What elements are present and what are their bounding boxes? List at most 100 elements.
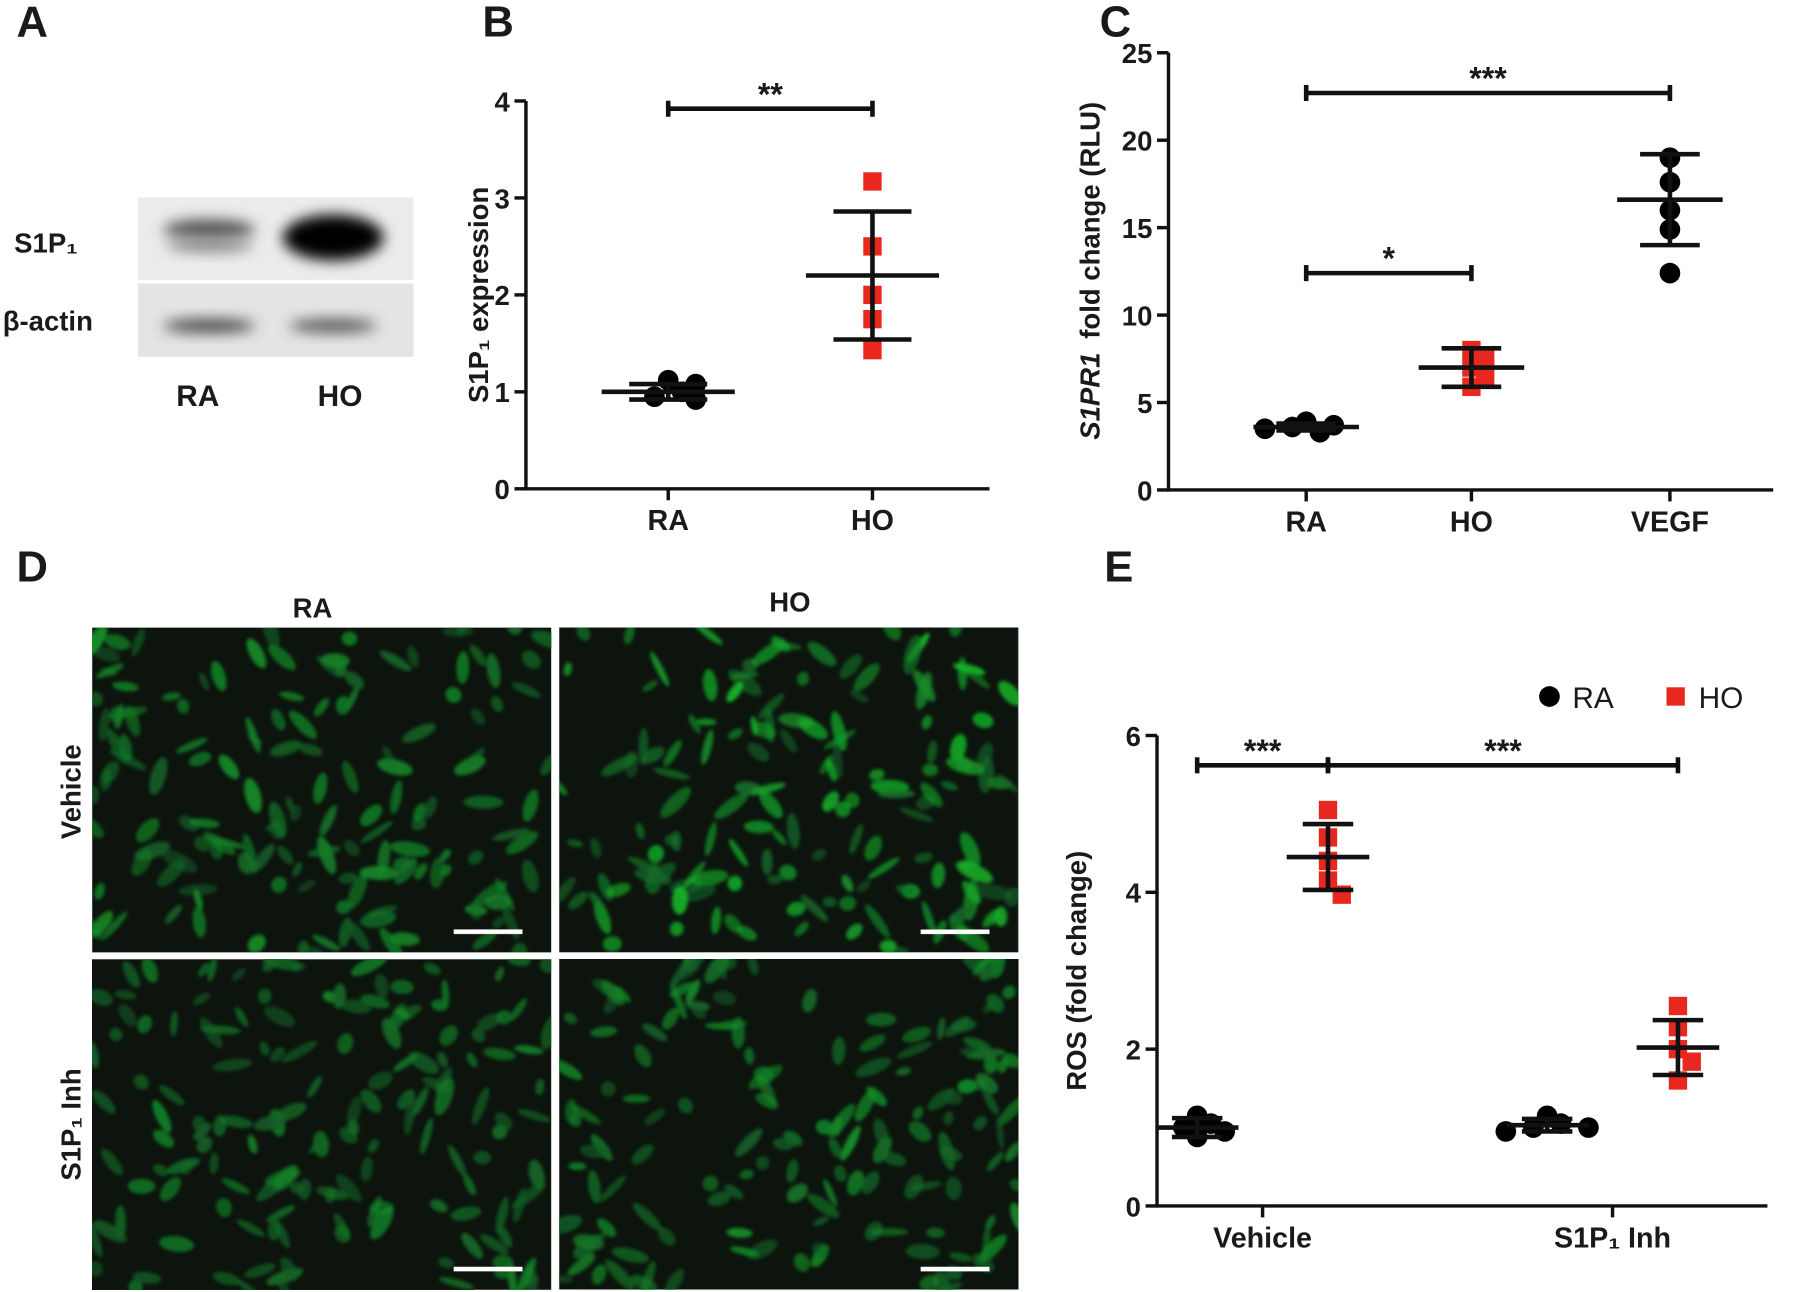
cell — [472, 881, 508, 907]
cell — [559, 876, 576, 904]
cell — [877, 789, 916, 799]
cell — [369, 1201, 394, 1216]
cell — [135, 818, 160, 843]
cell — [92, 1260, 103, 1277]
cell — [131, 628, 145, 657]
cell — [360, 804, 383, 827]
cell — [861, 1171, 880, 1194]
cell — [590, 838, 602, 858]
cell — [605, 1259, 635, 1290]
cell — [826, 758, 838, 782]
data-point — [1539, 686, 1560, 707]
cell — [93, 1220, 127, 1243]
cell — [347, 1096, 362, 1127]
cell — [975, 884, 1013, 901]
group — [1286, 800, 1370, 904]
group — [805, 172, 940, 360]
error-bar — [1171, 1115, 1223, 1140]
cell — [976, 742, 994, 769]
cell — [812, 1242, 829, 1257]
y-tick-label: 3 — [495, 183, 510, 214]
cell — [291, 963, 306, 972]
cell — [690, 869, 729, 887]
cell — [926, 1227, 945, 1238]
cell — [101, 761, 120, 784]
cell — [853, 663, 880, 692]
cell — [859, 1034, 886, 1052]
cell — [137, 1015, 152, 1034]
cell — [642, 1023, 668, 1041]
cell — [247, 1134, 258, 1154]
cell — [653, 767, 691, 780]
cell — [414, 862, 428, 880]
cell — [631, 1144, 654, 1165]
cell — [559, 1214, 583, 1234]
cell — [149, 757, 168, 795]
cell — [743, 820, 774, 834]
cell — [786, 812, 800, 850]
cell — [841, 874, 854, 893]
cell — [712, 990, 737, 1006]
chart: E 0 2 4 6 ROS (fold change) Vehicle S1P₁ Inh ***… — [1061, 544, 1768, 1254]
cell — [390, 780, 403, 815]
x-tick-label: VEGF — [1631, 506, 1709, 538]
significance-bar — [1303, 84, 1673, 102]
cell — [681, 884, 716, 902]
cell — [192, 906, 206, 938]
cell — [342, 760, 359, 794]
cell — [779, 728, 798, 753]
cell — [530, 630, 552, 650]
cell — [711, 906, 722, 935]
cell — [669, 921, 684, 937]
cell — [218, 1115, 253, 1128]
cell — [92, 691, 104, 707]
data-point — [863, 172, 882, 191]
y-axis-label: S1PR1 fold change (RLU) — [1075, 102, 1106, 440]
error-bar — [1302, 821, 1354, 893]
y-axis-label: S1P₁ expression — [463, 187, 494, 403]
cell — [753, 1066, 774, 1083]
y-tick-label: 4 — [1126, 878, 1142, 909]
cell — [945, 1176, 962, 1201]
cell — [467, 850, 484, 865]
cell — [800, 894, 829, 922]
cell — [828, 1137, 842, 1158]
cell — [397, 1089, 416, 1110]
cell — [247, 733, 263, 746]
cell — [461, 1232, 483, 1259]
cell — [159, 1176, 182, 1202]
panel-letter: A — [16, 0, 47, 47]
cell — [109, 1027, 123, 1042]
cell — [835, 801, 851, 818]
cell — [589, 891, 605, 911]
cell — [141, 959, 159, 983]
cell — [796, 671, 810, 686]
cell — [997, 1058, 1008, 1074]
cell — [462, 748, 485, 768]
cell — [470, 708, 486, 726]
y-tick-label: 0 — [1126, 1191, 1141, 1222]
cell — [570, 1105, 602, 1125]
y-tick-label: 2 — [495, 280, 510, 311]
cell — [634, 1044, 652, 1068]
cell — [572, 1234, 605, 1250]
cell — [265, 820, 282, 832]
cell — [374, 973, 389, 999]
cell — [338, 872, 358, 884]
cell — [231, 968, 246, 982]
cell — [307, 1075, 322, 1098]
cell — [539, 959, 552, 974]
cell — [456, 651, 470, 684]
cell — [423, 796, 438, 819]
cell — [128, 1279, 143, 1290]
cell — [297, 879, 316, 893]
cell — [882, 1152, 907, 1167]
cell — [937, 1017, 946, 1040]
cell — [112, 681, 139, 692]
cell — [438, 1257, 455, 1269]
cell — [510, 998, 527, 1021]
cell — [1002, 985, 1016, 1000]
panel-letter: B — [482, 0, 513, 47]
cell — [683, 861, 706, 888]
